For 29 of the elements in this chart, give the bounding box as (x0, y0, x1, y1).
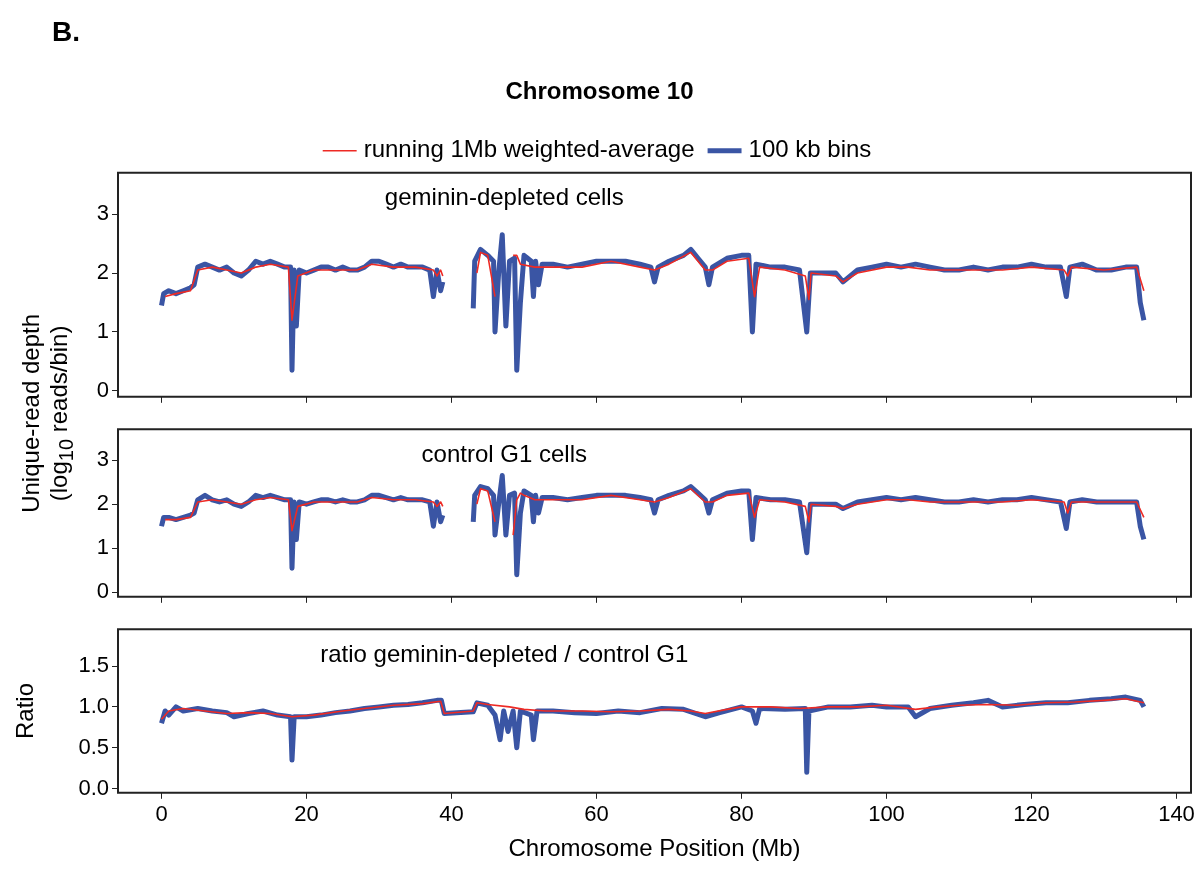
chart-subtitle: geminin-depleted cells (384, 183, 624, 211)
x-tick-label: 20 (294, 801, 319, 827)
x-tick-label: 40 (439, 801, 464, 827)
x-tick-label: 0 (155, 801, 168, 827)
y-tick-label: 1 (96, 534, 109, 560)
chart-subtitle: control G1 cells (421, 439, 587, 467)
y-tick-label: 0 (96, 376, 109, 402)
x-tick-label: 80 (729, 801, 754, 827)
y-tick-label: 1.0 (78, 692, 109, 718)
x-tick-label: 140 (1158, 801, 1195, 827)
y-tick-label: 2 (96, 259, 109, 285)
x-tick-label: 60 (584, 801, 609, 827)
y-tick-label: 2 (96, 490, 109, 516)
y-tick-label: 1.5 (78, 652, 109, 678)
x-tick-label: 100 (868, 801, 905, 827)
y-tick-label: 0.5 (78, 733, 109, 759)
text: B. (52, 16, 80, 48)
y-tick-label: 3 (96, 200, 109, 226)
legend-label: running 1Mb weighted-average (363, 135, 695, 163)
chart-title: Chromosome 10 (505, 77, 694, 105)
x-axis-title: Chromosome Position (Mb) (508, 834, 801, 862)
y-tick-label: 3 (96, 446, 109, 472)
y-tick-label: 0 (96, 578, 109, 604)
y-axis-title: Ratio (11, 682, 39, 740)
legend-label: 100 kb bins (748, 135, 872, 163)
y-tick-label: 0.0 (78, 774, 109, 800)
x-tick-label: 120 (1013, 801, 1050, 827)
chart-subtitle: ratio geminin-depleted / control G1 (320, 639, 689, 667)
y-tick-label: 1 (96, 318, 109, 344)
